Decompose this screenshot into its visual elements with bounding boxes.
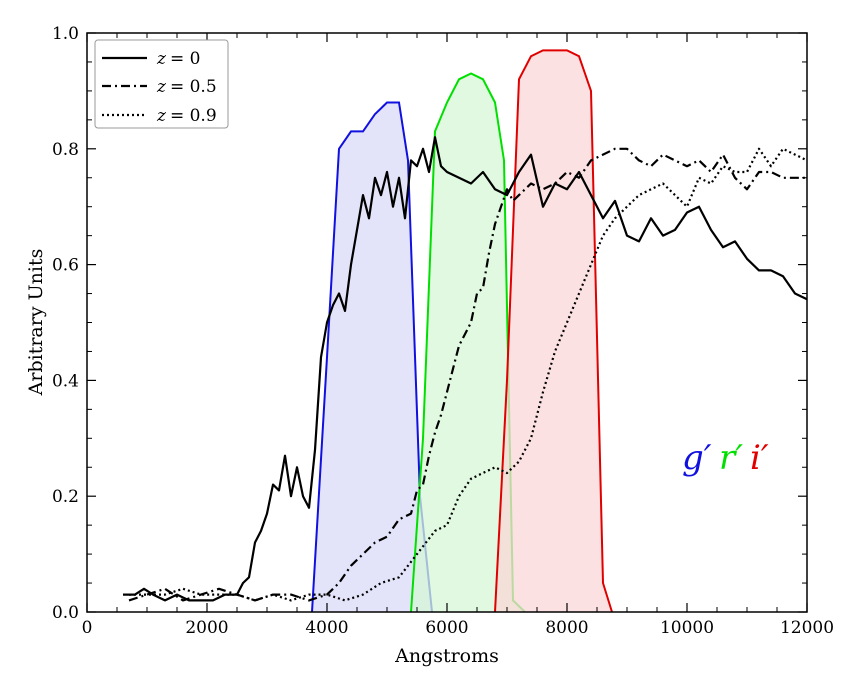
x-tick-label: 0 <box>82 618 93 638</box>
y-axis-title: Arbitrary Units <box>25 249 47 397</box>
filter-fill-g <box>312 102 432 612</box>
spectra-series <box>123 136 808 602</box>
x-tick-label: 6000 <box>425 618 468 638</box>
x-tick-label: 2000 <box>185 618 228 638</box>
legend: z = 0 z = 0.5 z = 0.9 <box>94 39 229 129</box>
y-tick-label: 0.4 <box>52 371 79 391</box>
y-tick-label: 1.0 <box>52 24 79 44</box>
x-tick-label: 8000 <box>545 618 588 638</box>
y-tick-label: 0.2 <box>52 487 79 507</box>
band-label-i: i′ <box>750 438 769 478</box>
legend-label-z05: z = 0.5 <box>156 77 217 97</box>
x-tick-label: 4000 <box>305 618 348 638</box>
band-label-g: g′ <box>682 438 712 478</box>
filter-curves <box>311 49 613 613</box>
y-tick-label: 0.6 <box>52 256 79 276</box>
y-tick-label: 0.0 <box>52 603 79 623</box>
filter-fill-i <box>495 50 612 612</box>
series-line-0 <box>123 136 808 602</box>
filter-edge-g <box>311 101 433 613</box>
x-tick-label: 12000 <box>780 618 834 638</box>
x-axis-title: Angstroms <box>394 645 499 667</box>
series-line-1 <box>128 147 807 602</box>
band-labels: g′ r′ i′ <box>682 438 769 478</box>
legend-label-z0: z = 0 <box>156 49 200 69</box>
band-label-r: r′ <box>719 438 743 478</box>
x-tick-label: 10000 <box>660 618 714 638</box>
axes: 0 2000 4000 6000 8000 10000 12000 0.0 0.2 0.4 0.6 0… <box>52 24 834 638</box>
filter-edge-r <box>410 72 526 613</box>
legend-label-z09: z = 0.9 <box>156 106 217 126</box>
y-tick-label: 0.8 <box>52 140 79 160</box>
filter-fill-r <box>411 73 525 612</box>
legend-frame <box>94 39 229 129</box>
